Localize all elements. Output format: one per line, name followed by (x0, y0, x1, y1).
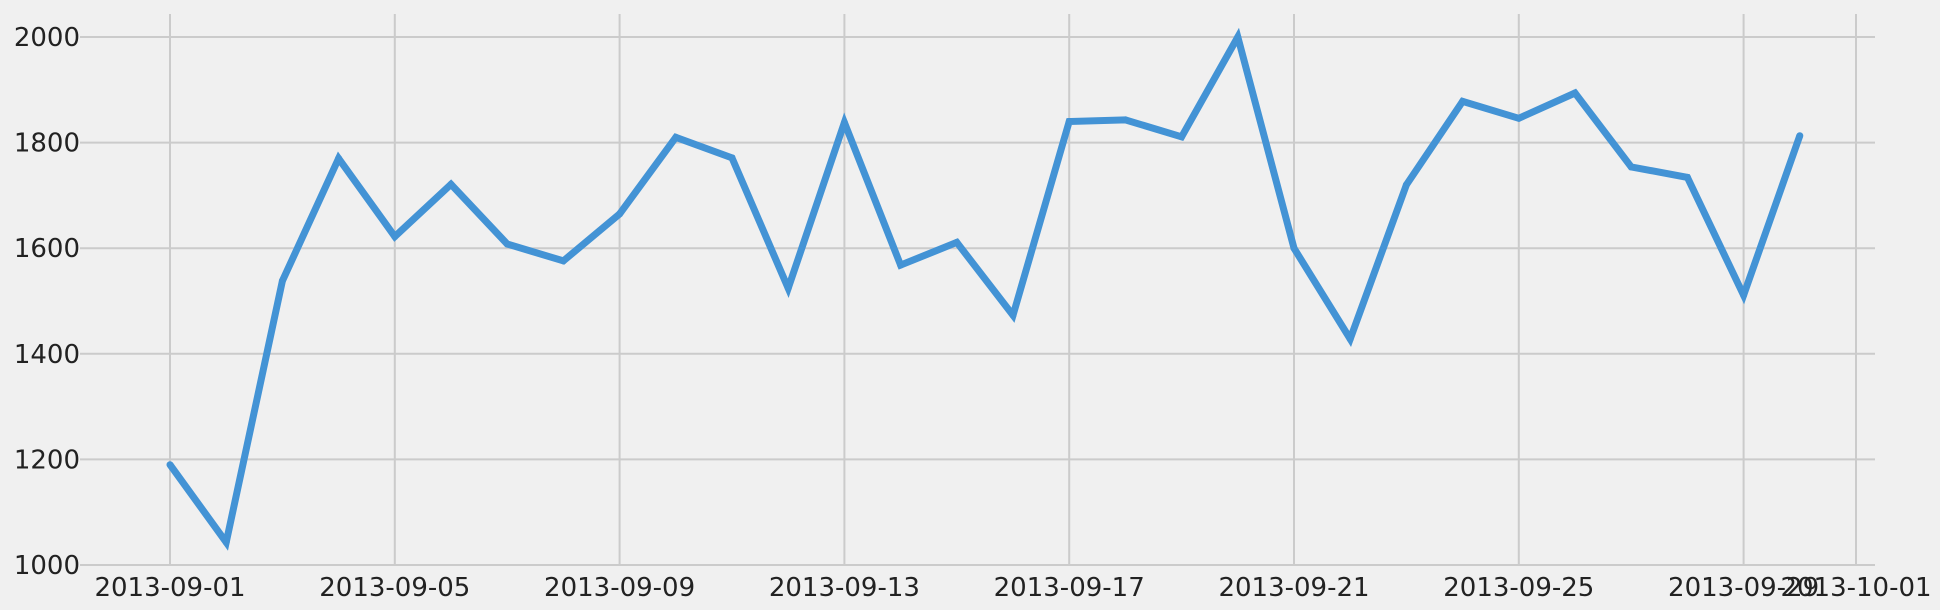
data-point (559, 257, 567, 265)
x-tick-label: 2013-09-01 (94, 573, 245, 603)
x-tick-label: 2013-09-05 (319, 573, 470, 603)
data-point (897, 261, 905, 269)
y-axis-tick-labels: 1000 1200 1400 1600 1800 2000 (14, 23, 80, 581)
data-point (1290, 244, 1298, 252)
data-point (1346, 335, 1354, 343)
x-tick-label: 2013-09-17 (994, 573, 1145, 603)
data-point (503, 240, 511, 248)
plot-area (166, 27, 1804, 551)
y-tick-label: 1600 (14, 234, 80, 264)
y-tick-label: 1000 (14, 551, 80, 581)
data-point (672, 133, 680, 141)
y-tick-label: 2000 (14, 23, 80, 53)
data-point (278, 277, 286, 285)
x-tick-label: 2013-09-25 (1443, 573, 1594, 603)
data-point (1234, 33, 1242, 41)
data-point (1178, 133, 1186, 141)
x-grid (169, 14, 1857, 564)
data-point (335, 154, 343, 162)
y-tick-label: 1200 (14, 445, 80, 475)
data-point (222, 538, 230, 546)
x-tick-label: 2013-10-01 (1780, 573, 1931, 603)
data-point (1515, 114, 1523, 122)
data-point (1796, 132, 1804, 140)
data-point (1683, 173, 1691, 181)
data-point (728, 154, 736, 162)
data-point (1121, 116, 1129, 124)
data-point (784, 284, 792, 292)
data-point (1627, 163, 1635, 171)
data-point (1459, 97, 1467, 105)
data-point (953, 238, 961, 246)
data-point (447, 180, 455, 188)
x-tick-label: 2013-09-13 (769, 573, 920, 603)
x-axis-tick-labels: 2013-09-01 2013-09-05 2013-09-09 2013-09-13… (94, 573, 1931, 603)
y-tick-label: 1400 (14, 340, 80, 370)
data-point (1402, 181, 1410, 189)
data-point (391, 233, 399, 241)
data-point (1065, 118, 1073, 125)
data-point (616, 210, 624, 218)
series-line (167, 27, 1804, 551)
data-point (1740, 291, 1748, 299)
x-tick-label: 2013-09-29 (1668, 573, 1819, 603)
data-point (166, 461, 174, 469)
x-tick-label: 2013-09-09 (544, 573, 695, 603)
data-point (1009, 311, 1017, 319)
x-tick-label: 2013-09-21 (1218, 573, 1369, 603)
y-grid (80, 36, 1875, 566)
y-tick-label: 1800 (14, 129, 80, 159)
data-point (1571, 89, 1579, 97)
data-point (840, 119, 848, 126)
